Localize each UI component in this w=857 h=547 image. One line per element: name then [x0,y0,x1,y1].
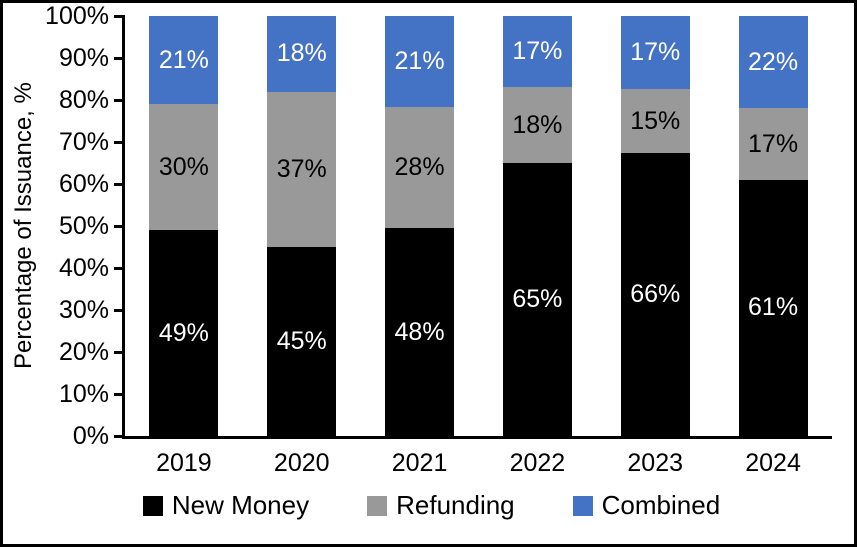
bar-segment-combined: 21% [385,16,455,107]
y-axis-tick-labels: 0% 10% 20% 30% 40% 50% 60% 70% 80% 90% 100% [3,3,109,450]
stacked-bar-2024: 22% 17% 61% [738,16,808,437]
bar-segment-new-money: 45% [267,247,337,436]
bar-column-2021: 21% 28% 48% [361,16,479,436]
bar-segment-refunding: 28% [385,106,455,229]
legend-swatch-icon [142,495,163,516]
stacked-bar-2020: 18% 37% 45% [267,16,337,436]
bar-segment-new-money: 65% [502,162,572,436]
bar-segment-new-money: 49% [149,230,219,436]
bars-container: 21% 30% 49% 18% 37% 45% 21% 28% 48% 17% 18% 65% 17% 1… [125,16,832,437]
x-axis-tick-label: 2021 [391,449,448,477]
data-label: 17% [630,37,681,66]
x-axis-tick-label: 2022 [509,449,566,477]
y-axis-tick-mark [114,14,125,18]
data-label: 21% [394,46,445,75]
legend: New Money Refunding Combined [78,490,785,521]
bar-segment-refunding: 18% [502,87,572,163]
stacked-bar-2023: 17% 15% 66% [620,16,690,436]
data-label: 37% [276,154,327,183]
data-label: 15% [630,106,681,135]
legend-item-new-money: New Money [142,490,310,521]
bar-segment-new-money: 66% [620,153,690,436]
data-label: 28% [394,153,445,182]
bar-column-2020: 18% 37% 45% [243,16,361,436]
data-label: 30% [158,152,209,181]
y-axis-tick-label: 10% [58,380,109,408]
data-label: 22% [748,47,799,76]
bar-segment-new-money: 48% [385,228,455,436]
bar-segment-combined: 22% [738,16,808,109]
y-axis-tick-label: 40% [58,254,109,282]
y-axis-tick-mark [114,182,125,186]
x-axis-tick-labels: 2019 2020 2021 2022 2023 2024 [125,449,832,478]
bar-column-2023: 17% 15% 66% [596,16,714,436]
y-axis-tick-label: 50% [58,212,109,240]
legend-item-combined: Combined [572,490,721,521]
bar-segment-combined: 17% [620,16,690,89]
y-axis-tick-mark [114,392,125,396]
bar-column-2022: 17% 18% 65% [478,16,596,436]
legend-label: Refunding [396,490,515,520]
bar-segment-combined: 17% [502,16,572,88]
stacked-bar-2021: 21% 28% 48% [385,16,455,436]
y-axis-tick-label: 20% [58,338,109,366]
bar-segment-combined: 21% [149,16,219,105]
data-label: 48% [394,317,445,346]
data-label: 17% [748,129,799,158]
data-label: 65% [512,284,563,313]
y-axis-tick-label: 80% [58,86,109,114]
legend-swatch-icon [572,495,593,516]
x-axis-tick-label: 2024 [745,449,801,477]
plot-area: 21% 30% 49% 18% 37% 45% 21% 28% 48% 17% 18% 65% 17% 1… [114,14,832,439]
bar-segment-new-money: 61% [738,179,808,437]
y-axis-tick-mark [114,350,125,354]
bar-segment-refunding: 30% [149,104,219,231]
legend-label: Combined [601,490,721,520]
y-axis-tick-mark [114,224,125,228]
data-label: 45% [276,327,327,355]
data-label: 21% [158,45,209,74]
y-axis-tick-label: 70% [58,128,109,156]
x-axis-tick-label: 2023 [627,449,684,477]
legend-swatch-icon [367,495,388,516]
bar-segment-refunding: 17% [738,108,808,180]
legend-item-refunding: Refunding [367,490,515,521]
bar-segment-refunding: 15% [620,88,690,154]
y-axis-tick-label: 90% [58,44,109,72]
y-axis-tick-mark [114,266,125,270]
bar-segment-combined: 18% [267,16,337,92]
y-axis-tick-mark [114,98,125,102]
y-axis-tick-label: 60% [58,170,109,198]
data-label: 18% [512,110,563,139]
bar-column-2019: 21% 30% 49% [125,16,243,436]
x-axis-tick-label: 2019 [156,449,212,477]
y-axis-tick-mark [114,140,125,144]
y-axis-tick-mark [114,308,125,312]
data-label: 66% [630,280,681,309]
x-axis-tick-label: 2020 [273,449,330,477]
bar-segment-refunding: 37% [267,91,337,247]
data-label: 49% [158,318,209,347]
data-label: 18% [276,39,327,68]
stacked-bar-2019: 21% 30% 49% [149,16,219,436]
y-axis-tick-label: 0% [72,422,109,450]
y-axis-tick-mark [114,56,125,60]
y-axis-tick-label: 30% [58,296,109,324]
data-label: 17% [512,37,563,66]
legend-label: New Money [171,490,310,520]
y-axis-tick-mark [114,434,125,438]
stacked-bar-2022: 17% 18% 65% [502,16,572,436]
y-axis-tick-label: 100% [45,2,109,30]
data-label: 61% [748,293,799,322]
bar-column-2024: 22% 17% 61% [714,16,832,437]
